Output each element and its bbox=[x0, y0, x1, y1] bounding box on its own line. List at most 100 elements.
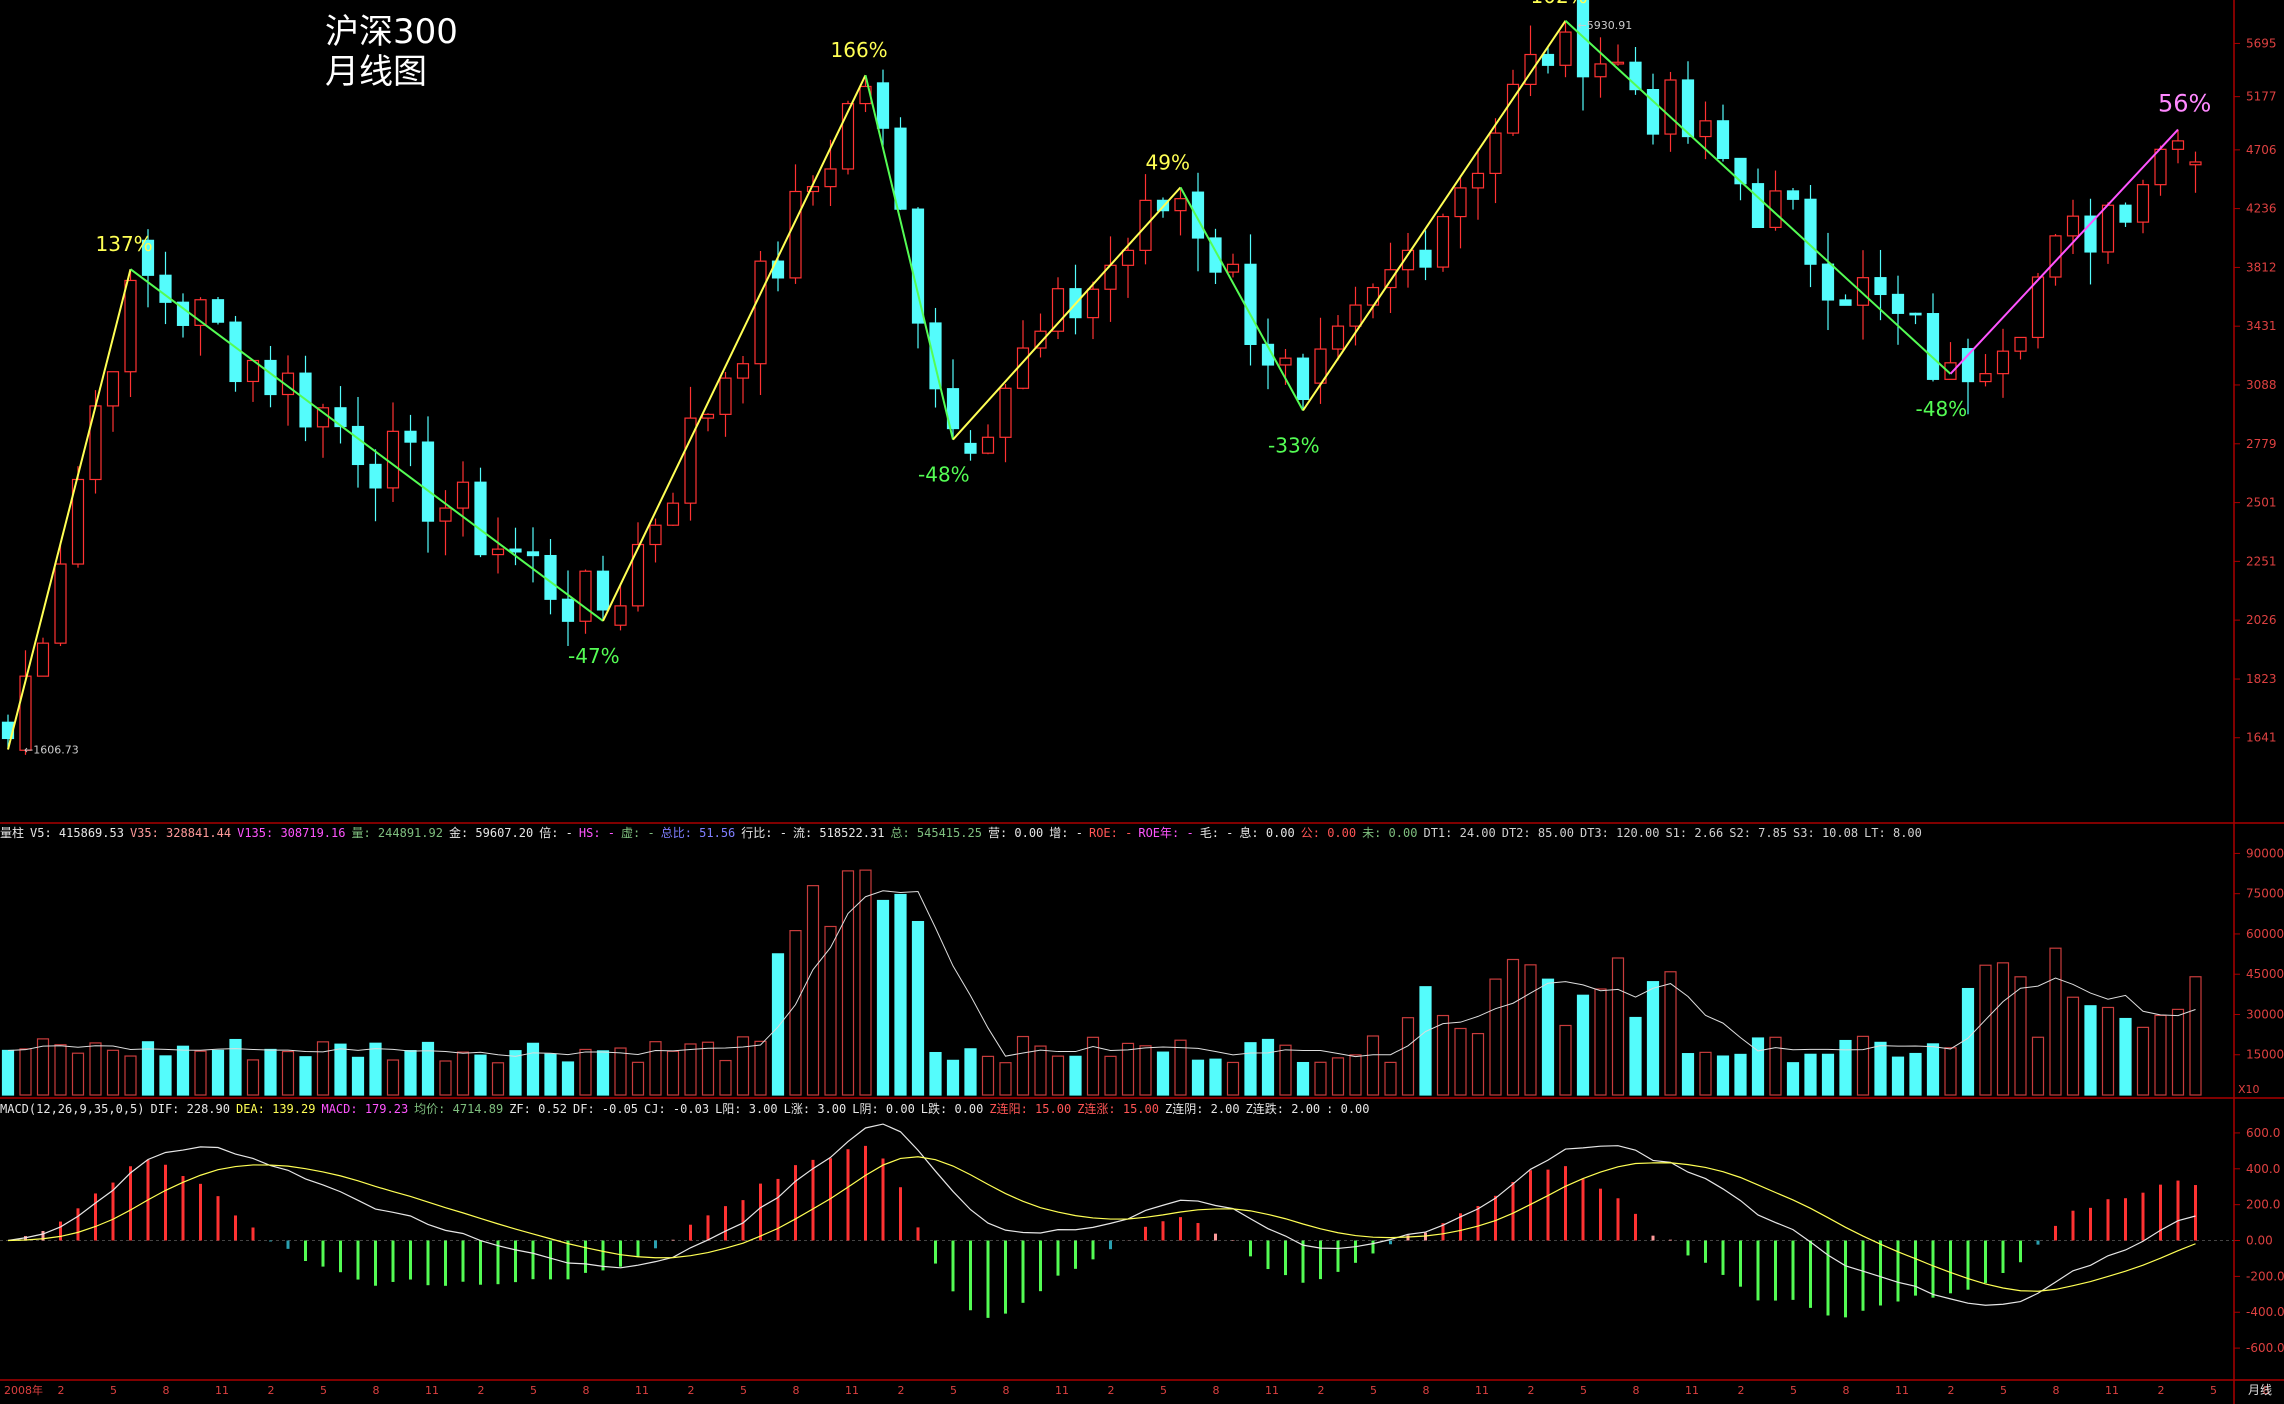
macd-tick-label: 400.0 bbox=[2246, 1162, 2280, 1176]
candle bbox=[54, 563, 67, 644]
time-tick-label: 5 bbox=[110, 1384, 117, 1397]
volume-bar bbox=[1611, 957, 1625, 1096]
volume-bar bbox=[54, 1044, 67, 1096]
candle bbox=[1961, 348, 1975, 383]
time-tick-label: 2 bbox=[268, 1384, 275, 1397]
swing-pct-label: 102% bbox=[1531, 0, 1588, 8]
volume-bar bbox=[351, 1056, 365, 1096]
candle bbox=[1909, 312, 1922, 316]
volume-bar bbox=[1909, 1052, 1922, 1096]
candle bbox=[439, 507, 452, 522]
volume-bar bbox=[2049, 947, 2062, 1096]
candle bbox=[1401, 249, 1415, 271]
volume-bar bbox=[771, 953, 785, 1096]
volume-tick-label: 60000 bbox=[2246, 927, 2284, 941]
candle bbox=[2084, 215, 2097, 253]
volume-bar bbox=[1261, 1038, 1275, 1096]
time-tick-label: 2008年 bbox=[4, 1383, 43, 1397]
volume-tick-label: 15000 bbox=[2246, 1048, 2284, 1062]
macd-tick-label: -200.0 bbox=[2246, 1269, 2284, 1283]
info-item: S3: 10.08 bbox=[1793, 826, 1859, 840]
time-tick-label: 11 bbox=[845, 1384, 859, 1397]
candle bbox=[1384, 269, 1397, 289]
volume-info-bar: 量柱 V5: 415869.53 V35: 328841.44 V135: 30871… bbox=[0, 824, 2234, 844]
candle bbox=[684, 417, 697, 504]
volume-bar bbox=[806, 885, 820, 1096]
volume-bar bbox=[666, 1050, 680, 1096]
swing-pct-label: -47% bbox=[568, 644, 620, 668]
volume-bar bbox=[1436, 1014, 1450, 1096]
candle bbox=[1839, 299, 1852, 306]
volume-bar bbox=[211, 1049, 225, 1096]
candle bbox=[719, 377, 732, 415]
volume-bar bbox=[824, 925, 837, 1096]
candle bbox=[141, 239, 155, 276]
info-item: DT3: 120.00 bbox=[1579, 826, 1660, 840]
volume-bar bbox=[1331, 1057, 1345, 1096]
candle bbox=[2189, 161, 2202, 166]
candle bbox=[211, 299, 225, 323]
volume-bar bbox=[736, 1036, 750, 1096]
info-item: 量柱 bbox=[0, 826, 25, 840]
info-item: V135: 308719.16 bbox=[237, 826, 346, 840]
candle bbox=[754, 260, 767, 365]
info-item: : 0.00 bbox=[1326, 1102, 1370, 1116]
info-item: 金: 59607.20 bbox=[448, 826, 534, 840]
candle bbox=[1524, 53, 1537, 85]
candle bbox=[1786, 190, 1800, 200]
candle bbox=[981, 436, 995, 454]
candle bbox=[526, 551, 540, 557]
volume-bar bbox=[1629, 1016, 1642, 1096]
volume-bars bbox=[1, 869, 2202, 1096]
candle bbox=[736, 363, 750, 379]
info-item: 倍: - bbox=[539, 826, 573, 840]
volume-bar bbox=[1979, 964, 1992, 1096]
candle bbox=[946, 388, 960, 430]
time-tick-label: 5 bbox=[2000, 1384, 2007, 1397]
candle bbox=[1699, 120, 1712, 138]
candle bbox=[1489, 132, 1502, 174]
candle bbox=[544, 554, 557, 600]
volume-bar bbox=[1559, 1024, 1572, 1096]
volume-tick-label: 90000 bbox=[2246, 846, 2284, 860]
time-tick-label: 5 bbox=[950, 1384, 957, 1397]
info-item: L跌: 0.00 bbox=[920, 1102, 984, 1116]
price-tick-label: 3431 bbox=[2246, 319, 2277, 333]
swing-pct-label: 56% bbox=[2158, 90, 2211, 118]
volume-bar bbox=[421, 1041, 435, 1096]
info-item: L阴: 0.00 bbox=[852, 1102, 915, 1116]
candle bbox=[2101, 204, 2115, 253]
candle bbox=[491, 548, 505, 556]
volume-bar bbox=[1506, 958, 1520, 1096]
price-tick-label: 4236 bbox=[2246, 202, 2277, 216]
candle bbox=[1034, 330, 1047, 349]
volume-tick-label: 45000 bbox=[2246, 967, 2284, 981]
volume-bar bbox=[579, 1048, 592, 1096]
volume-bar bbox=[2066, 996, 2080, 1096]
volume-bar bbox=[1664, 971, 1677, 1096]
time-tick-label: 2 bbox=[688, 1384, 695, 1397]
info-item: CJ: -0.03 bbox=[644, 1102, 710, 1116]
candle bbox=[71, 478, 85, 565]
info-item: 行比: - bbox=[741, 826, 787, 840]
volume-bar bbox=[719, 1059, 732, 1096]
candle bbox=[789, 190, 802, 279]
volume-bar bbox=[701, 1041, 715, 1096]
candle bbox=[1856, 277, 1870, 306]
index-title: 沪深300 bbox=[325, 12, 458, 52]
candle bbox=[2119, 204, 2132, 223]
volume-bar bbox=[71, 1052, 85, 1096]
price-tick-label: 1823 bbox=[2246, 672, 2277, 686]
candle bbox=[631, 543, 645, 607]
volume-bar bbox=[2171, 1008, 2185, 1096]
macd-info-bar: MACD(12,26,9,35,0,5) DIF: 228.90 DEA: 139.… bbox=[0, 1100, 2234, 1120]
volume-bar bbox=[1716, 1055, 1730, 1096]
time-tick-label: 8 bbox=[1003, 1384, 1010, 1397]
candle bbox=[106, 371, 120, 407]
candle bbox=[1419, 249, 1432, 268]
volume-bar bbox=[1454, 1027, 1467, 1096]
volume-bar bbox=[124, 1055, 137, 1096]
volume-bar bbox=[1681, 1053, 1695, 1096]
